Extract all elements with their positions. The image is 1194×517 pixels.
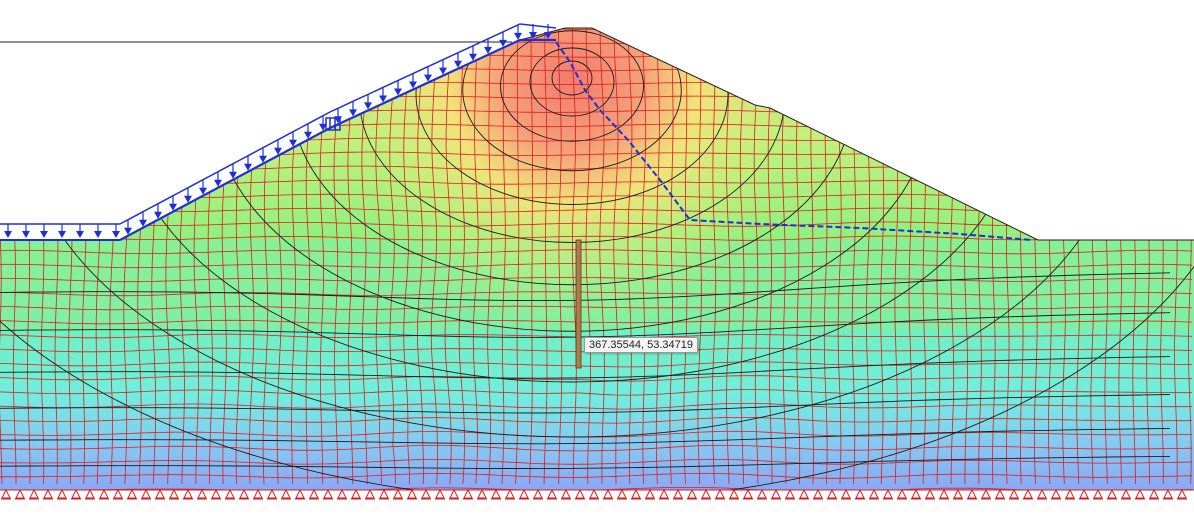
base-fixities[interactable]	[0, 488, 1194, 500]
distributed-load[interactable]	[0, 23, 557, 241]
cursor-coordinate-readout: 367.35544, 53.34719	[584, 337, 698, 353]
pile-element[interactable]	[575, 239, 582, 369]
phreatic-line	[555, 41, 1033, 241]
point-load-icon[interactable]	[325, 117, 341, 131]
